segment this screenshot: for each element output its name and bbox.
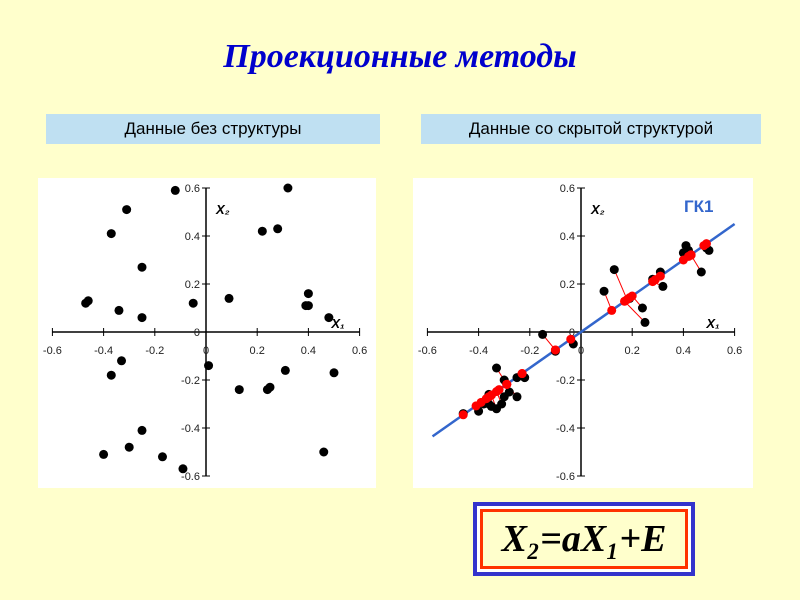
projected-point <box>566 334 576 344</box>
x-tick-label: -0.6 <box>418 345 437 357</box>
scatter-panel-unstructured: -0.6 -0.4 -0.2 0 0.2 0.4 0.6 0.6 0.4 0.2 0 -0.2 -0.4… <box>38 178 376 488</box>
data-point <box>497 399 507 409</box>
page-title: Проекционные методы <box>223 38 577 75</box>
x-tick-label: -0.2 <box>520 345 539 357</box>
data-point <box>512 392 522 402</box>
x-tick-label: 0.2 <box>250 345 265 357</box>
scatter-chart-structured: -0.6 -0.4 -0.2 0 0.2 0.4 0.6 0.6 0.4 0.2 0 -0.2 -0.4… <box>418 183 742 483</box>
data-point <box>106 370 116 380</box>
data-point <box>504 387 514 397</box>
data-point <box>324 313 334 323</box>
projected-point <box>686 250 696 260</box>
data-point <box>658 281 668 291</box>
data-point <box>157 452 167 462</box>
y-tick-label: 0.2 <box>185 279 200 291</box>
projection-line <box>613 269 628 300</box>
y-axis-label: X₂ <box>590 202 605 217</box>
formula-box: X₂=aX₁+E <box>473 502 695 576</box>
x-tick-label: 0.2 <box>625 345 640 357</box>
data-point <box>224 293 234 303</box>
x-tick-label: 0.6 <box>352 345 367 357</box>
x-tick-label: 0 <box>578 345 584 357</box>
data-point <box>99 449 109 459</box>
x-tick-label: -0.6 <box>43 345 62 357</box>
data-point <box>538 329 548 339</box>
data-point <box>329 368 339 378</box>
data-point <box>122 205 132 215</box>
projected-point <box>481 394 491 404</box>
projected-point <box>471 401 481 411</box>
data-point <box>257 226 267 236</box>
x-axis-label: X₁ <box>705 316 719 331</box>
data-point <box>137 425 147 435</box>
projection-line <box>624 300 646 323</box>
data-point <box>696 267 706 277</box>
label-hidden-structure-data: Данные со скрытой структурой <box>421 114 761 144</box>
data-point <box>609 265 619 275</box>
data-point <box>637 303 647 313</box>
data-point <box>114 305 124 315</box>
x-tick-label: 0 <box>203 345 209 357</box>
x-tick-label: 0.6 <box>727 345 742 357</box>
y-tick-label: 0 <box>194 327 200 339</box>
y-tick-label: -0.4 <box>181 423 200 435</box>
data-point <box>273 224 283 234</box>
data-point <box>303 289 313 299</box>
projected-point <box>502 379 512 389</box>
projected-point <box>607 305 617 315</box>
projected-point <box>458 410 468 420</box>
y-tick-label: -0.2 <box>181 375 200 387</box>
data-point <box>319 447 329 457</box>
data-point <box>170 185 180 195</box>
x-tick-label: 0.4 <box>676 345 691 357</box>
data-point <box>137 262 147 272</box>
data-point <box>301 301 311 311</box>
y-tick-label: -0.4 <box>556 423 575 435</box>
pc-line-label: ГК1 <box>684 197 713 216</box>
y-tick-label: 0 <box>569 327 575 339</box>
projected-point <box>678 255 688 265</box>
projected-point <box>492 387 502 397</box>
projected-point <box>625 293 635 303</box>
x-axis-label: X₁ <box>330 316 344 331</box>
data-point <box>124 442 134 452</box>
y-tick-label: 0.6 <box>560 183 575 195</box>
regression-formula: X₂=aX₁+E <box>480 509 688 569</box>
x-tick-label: 0.4 <box>301 345 316 357</box>
data-point <box>81 298 91 308</box>
data-point <box>640 317 650 327</box>
x-tick-label: -0.4 <box>94 345 113 357</box>
data-point <box>106 229 116 239</box>
y-tick-label: -0.6 <box>181 471 200 483</box>
data-point <box>265 382 275 392</box>
y-axis-label: X₂ <box>215 202 230 217</box>
projected-point <box>550 345 560 355</box>
projected-point <box>701 239 711 249</box>
y-tick-label: -0.2 <box>556 375 575 387</box>
x-tick-label: -0.2 <box>145 345 164 357</box>
data-point <box>599 286 609 296</box>
projected-point <box>648 277 658 287</box>
x-tick-label: -0.4 <box>469 345 488 357</box>
data-point <box>280 365 290 375</box>
y-tick-label: 0.4 <box>185 231 200 243</box>
data-point <box>178 464 188 474</box>
data-point <box>188 298 198 308</box>
label-unstructured-data: Данные без структуры <box>46 114 380 144</box>
scatter-chart-unstructured: -0.6 -0.4 -0.2 0 0.2 0.4 0.6 0.6 0.4 0.2 0 -0.2 -0.4… <box>43 183 367 483</box>
data-point <box>137 313 147 323</box>
data-point <box>283 183 293 193</box>
data-point <box>204 361 214 371</box>
data-point <box>234 385 244 395</box>
data-point <box>492 363 502 373</box>
scatter-panel-structured: -0.6 -0.4 -0.2 0 0.2 0.4 0.6 0.6 0.4 0.2 0 -0.2 -0.4… <box>413 178 753 488</box>
projected-point <box>517 369 527 379</box>
data-point <box>117 356 127 366</box>
y-tick-label: 0.2 <box>560 279 575 291</box>
y-tick-label: 0.6 <box>185 183 200 195</box>
y-tick-label: -0.6 <box>556 471 575 483</box>
y-tick-label: 0.4 <box>560 231 575 243</box>
